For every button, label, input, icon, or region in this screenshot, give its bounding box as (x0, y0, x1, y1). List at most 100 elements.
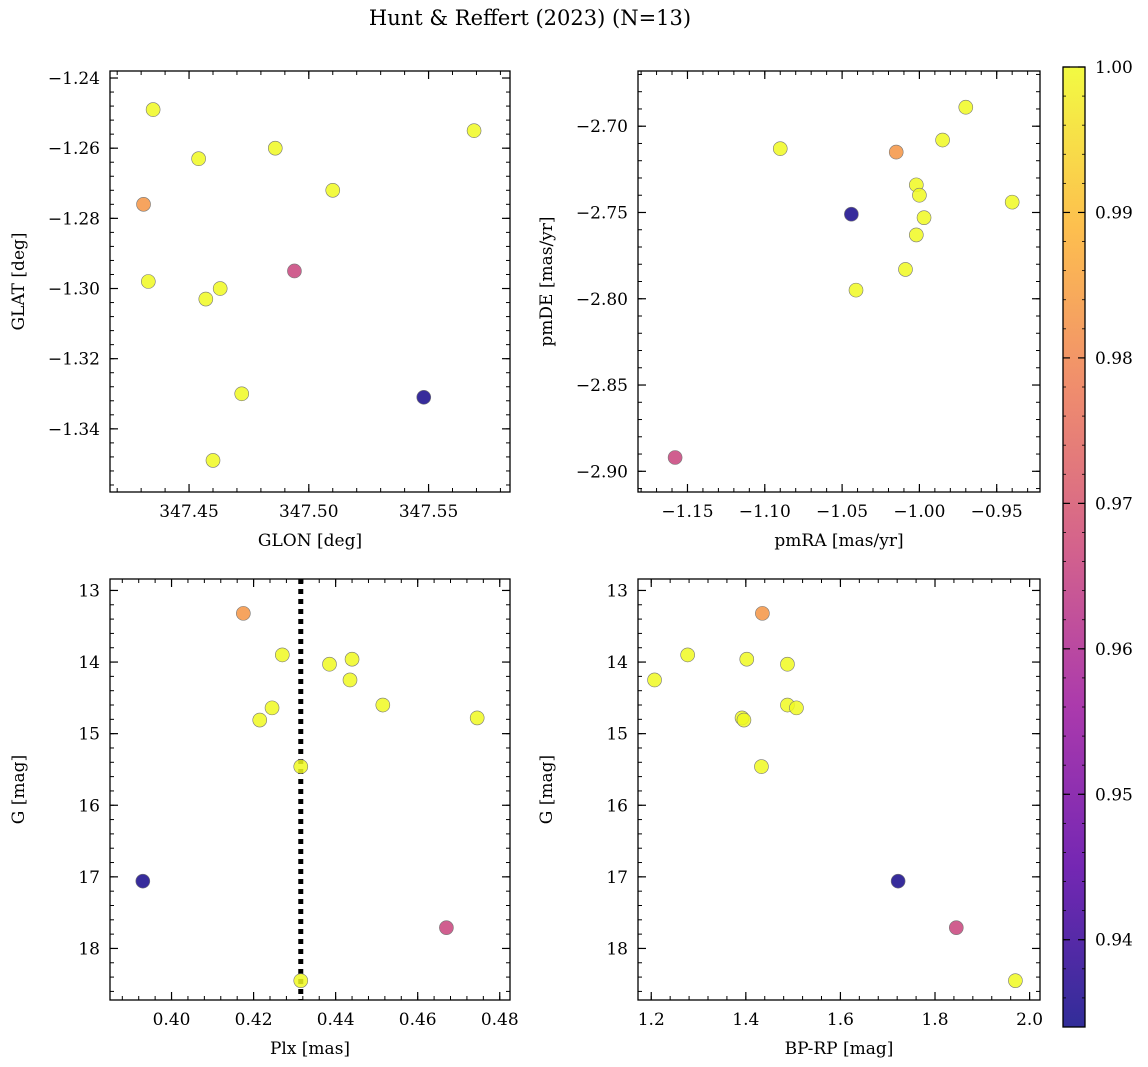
data-point (789, 700, 804, 716)
data-point (935, 132, 950, 148)
data-point (888, 144, 904, 160)
x-tick-label: 0.46 (399, 1010, 437, 1030)
y-axis-label: pmDE [mas/yr] (537, 216, 557, 346)
y-tick-label: 16 (78, 796, 100, 816)
y-tick-label: −1.28 (48, 209, 100, 229)
x-tick-label: 1.6 (827, 1010, 854, 1030)
data-point (375, 697, 391, 713)
axes-frame (637, 578, 1041, 1001)
colorbar-tick-label: 0.97 (1095, 494, 1133, 514)
y-tick-label: 15 (606, 725, 628, 745)
y-tick-label: 13 (606, 581, 628, 601)
x-tick-label: −0.95 (971, 502, 1023, 522)
y-axis-label: G [mag] (537, 755, 557, 824)
data-point (205, 453, 221, 468)
data-point (439, 920, 454, 935)
colorbar-gradient (1062, 66, 1086, 1028)
data-point (916, 210, 932, 225)
x-tick-label: −1.10 (739, 502, 791, 522)
colorbar-tick-label: 0.95 (1095, 785, 1133, 805)
y-tick-label: −2.80 (576, 290, 628, 310)
data-point (912, 187, 927, 203)
x-tick-label: 2.0 (1016, 1010, 1043, 1030)
data-point (647, 672, 662, 688)
x-tick-label: 1.8 (921, 1010, 948, 1030)
y-tick-label: −2.85 (576, 376, 628, 396)
x-tick-label: −1.00 (893, 502, 945, 522)
y-axis-label: GLAT [deg] (9, 232, 29, 330)
y-tick-label: 17 (606, 868, 628, 888)
data-point (772, 141, 788, 156)
panel-glon-glat: 347.45 347.50 347.55 −1.24 −1.26 −1.28 −1.30 −1… (9, 69, 511, 551)
data-point (267, 140, 283, 156)
data-point (141, 274, 156, 289)
x-axis-label: GLON [deg] (258, 531, 362, 551)
data-point (898, 262, 913, 277)
panel-bprp-g: 1.2 1.4 1.6 1.8 2.0 13 14 15 16 17 18 BP-RP [mag] G … (537, 578, 1043, 1059)
data-point (342, 672, 358, 688)
y-tick-label: −2.75 (576, 203, 628, 223)
y-tick-label: 14 (78, 653, 100, 673)
data-point (844, 206, 859, 222)
x-tick-label: 347.55 (399, 502, 458, 522)
data-point (848, 282, 864, 298)
data-point (739, 651, 755, 667)
y-tick-label: −1.32 (48, 350, 100, 370)
y-tick-label: −2.70 (576, 117, 628, 137)
data-point (198, 291, 214, 307)
data-point (212, 281, 228, 296)
data-point (293, 973, 309, 988)
data-point (754, 759, 769, 774)
y-tick-label: 16 (606, 796, 628, 816)
colorbar-tick-label: 0.99 (1095, 203, 1133, 223)
data-point (275, 647, 290, 663)
data-point (958, 99, 974, 115)
data-point (264, 700, 280, 716)
colorbar-tick-label: 0.96 (1095, 640, 1133, 660)
data-point (416, 389, 432, 405)
data-point (948, 920, 964, 935)
x-axis-label: Plx [mas] (270, 1039, 350, 1059)
x-tick-label: 0.40 (153, 1010, 191, 1030)
x-tick-label: 347.50 (279, 502, 338, 522)
data-point (1008, 973, 1023, 988)
data-point (909, 227, 924, 243)
x-tick-label: 1.2 (638, 1010, 665, 1030)
colorbar-tick-label: 0.98 (1095, 349, 1133, 369)
axes-frame (637, 70, 1041, 493)
data-point (287, 263, 302, 279)
data-point (191, 151, 206, 167)
data-point (780, 656, 795, 672)
y-tick-label: −1.34 (48, 420, 100, 440)
data-point (325, 182, 341, 198)
y-tick-label: −1.30 (48, 280, 100, 300)
data-point (293, 759, 309, 774)
figure-title: Hunt & Reffert (2023) (N=13) (368, 6, 692, 30)
data-point (322, 656, 337, 672)
y-tick-label: 14 (606, 653, 628, 673)
data-point (1004, 194, 1020, 210)
panel-plx-g: 0.40 0.42 0.44 0.46 0.48 13 14 15 16 17 18 Plx [mas… (9, 578, 519, 1059)
data-point (466, 123, 482, 138)
y-tick-label: 18 (606, 939, 628, 959)
data-point (145, 102, 161, 117)
data-point (252, 712, 268, 728)
x-tick-label: 0.44 (317, 1010, 355, 1030)
data-point (680, 647, 695, 663)
data-point (135, 873, 151, 889)
x-tick-label: 1.4 (732, 1010, 759, 1030)
y-tick-label: 13 (78, 581, 100, 601)
data-point (236, 606, 251, 621)
data-point (755, 606, 770, 621)
y-tick-label: 15 (78, 725, 100, 745)
x-tick-label: 0.48 (481, 1010, 519, 1030)
y-tick-label: −1.24 (48, 69, 100, 89)
data-point (234, 386, 250, 402)
x-tick-label: −1.15 (661, 502, 713, 522)
colorbar-tick-label: 1.00 (1095, 58, 1133, 78)
axes-frame (109, 70, 511, 493)
colorbar-tick-label: 0.94 (1095, 931, 1133, 951)
data-point (667, 450, 683, 465)
x-tick-label: 347.45 (159, 502, 218, 522)
